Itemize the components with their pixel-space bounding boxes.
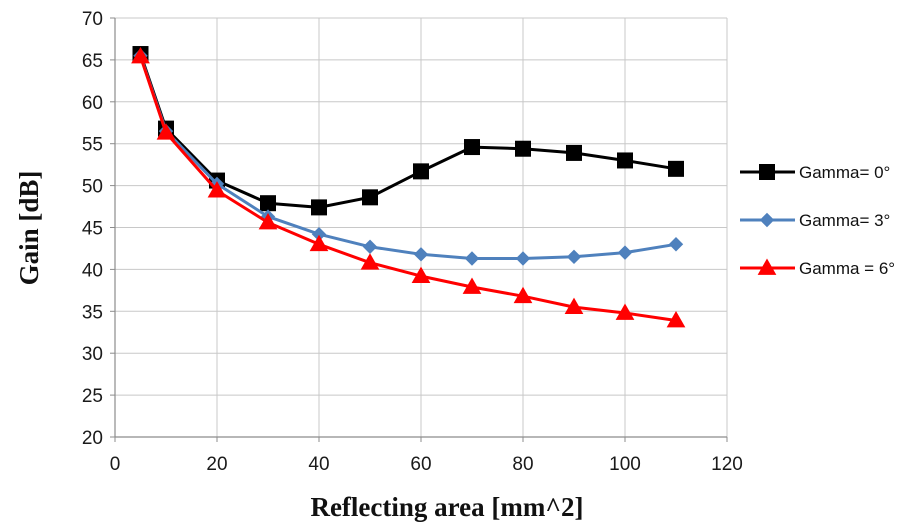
data-point <box>258 212 278 230</box>
y-tick-label: 25 <box>82 386 103 407</box>
x-tick-label: 80 <box>512 454 533 475</box>
data-point <box>411 266 431 283</box>
data-point <box>260 195 276 212</box>
data-point <box>311 199 327 216</box>
data-point <box>515 251 531 266</box>
y-tick-label: 40 <box>82 260 103 281</box>
legend-marker <box>759 164 775 180</box>
data-point <box>668 237 684 252</box>
series-line <box>139 52 678 209</box>
x-tick-label: 100 <box>609 454 641 475</box>
series-lines <box>131 46 686 328</box>
y-tick-label: 70 <box>82 9 103 30</box>
data-point <box>413 163 429 180</box>
data-point <box>462 277 482 294</box>
x-tick-label: 40 <box>308 454 329 475</box>
y-tick-label: 35 <box>82 302 103 323</box>
axes <box>110 17 728 442</box>
legend-label: Gamma= 0° <box>799 163 890 182</box>
data-point <box>666 311 686 328</box>
series-3 <box>131 47 686 328</box>
y-tick-label: 50 <box>82 177 103 198</box>
x-tick-label: 20 <box>206 454 227 475</box>
y-tick-label: 65 <box>82 51 103 72</box>
series-line <box>139 55 678 322</box>
series-line <box>139 54 678 260</box>
x-tick-label: 0 <box>110 454 121 475</box>
y-tick-label: 20 <box>82 428 103 449</box>
data-point <box>131 47 150 64</box>
data-point <box>617 152 633 169</box>
data-point <box>564 297 584 314</box>
data-point <box>566 249 582 265</box>
data-point <box>615 303 635 320</box>
x-tick-label: 60 <box>410 454 431 475</box>
y-tick-label: 45 <box>82 219 103 240</box>
legend-marker <box>759 212 775 228</box>
data-point <box>515 140 531 157</box>
legend-item: Gamma= 3° <box>740 211 890 230</box>
data-point <box>156 123 176 140</box>
legend-item: Gamma= 0° <box>740 163 890 182</box>
legend-label: Gamma= 3° <box>799 211 890 230</box>
tick-labels: 20 25 30 35 40 45 50 55 60 65 70 0 20 40 60 80 100 120 <box>82 9 743 475</box>
y-axis-title: Gain [dB] <box>14 171 44 286</box>
data-point <box>513 286 533 304</box>
data-point <box>207 181 227 198</box>
data-point <box>566 144 582 161</box>
y-tick-label: 30 <box>82 344 103 365</box>
legend-item: Gamma = 6° <box>740 258 895 278</box>
data-point <box>309 234 329 252</box>
data-point <box>668 160 684 177</box>
legend-marker <box>757 258 777 275</box>
legend: Gamma= 0° Gamma= 3° Gamma = 6° <box>740 163 895 278</box>
x-axis-title: Reflecting area [mm^2] <box>310 492 583 522</box>
y-tick-label: 55 <box>82 135 103 156</box>
series-1 <box>132 46 684 216</box>
data-point <box>362 189 378 206</box>
data-point <box>464 251 480 266</box>
legend-label: Gamma = 6° <box>799 259 895 278</box>
grid <box>114 17 728 438</box>
data-point <box>413 247 429 262</box>
x-tick-label: 120 <box>711 454 743 475</box>
data-point <box>360 253 380 270</box>
data-point <box>464 139 480 156</box>
y-tick-label: 60 <box>82 93 103 114</box>
data-point <box>617 245 633 260</box>
data-point <box>362 239 378 254</box>
